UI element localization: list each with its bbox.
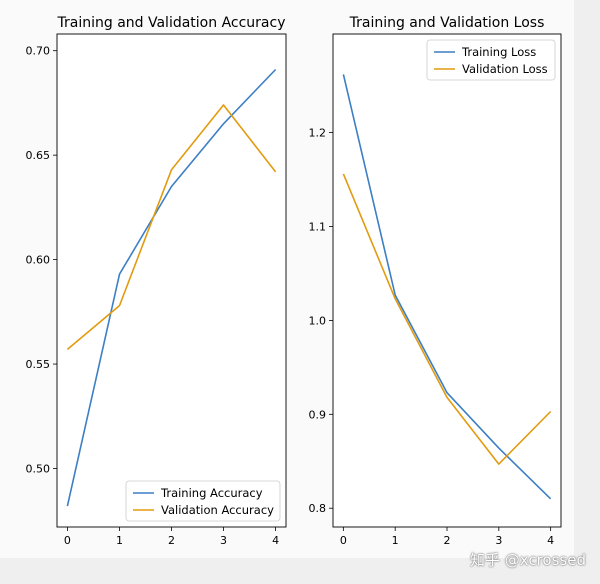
legend-box (125, 480, 281, 522)
y-tick-label: 0.70 (26, 45, 51, 58)
y-tick-label: 0.65 (26, 149, 51, 162)
legend-label: Validation Loss (462, 62, 548, 76)
axes-frame (56, 33, 287, 528)
legend-box (426, 39, 556, 81)
loss-chart: Training and Validation Loss 0 1 2 3 4 0.8 0.9 1… (309, 15, 562, 547)
x-tick-label: 0 (64, 534, 71, 547)
y-tick-label: 0.8 (309, 502, 327, 515)
plot-area (57, 34, 286, 527)
series-line (342, 74, 552, 500)
x-tick-label: 1 (392, 534, 399, 547)
x-tick-label: 1 (116, 534, 123, 547)
y-tick-label: 0.50 (26, 463, 51, 476)
x-tick-label: 0 (340, 534, 347, 547)
x-tick-label: 3 (220, 534, 227, 547)
axes-frame (332, 33, 562, 528)
plot-area (333, 34, 561, 527)
x-tick-label: 2 (444, 534, 451, 547)
y-tick-label: 1.2 (309, 127, 327, 140)
chart-title: Training and Validation Accuracy (57, 15, 286, 31)
legend: Training Accuracy Validation Accuracy (125, 480, 281, 522)
series-line (66, 68, 277, 507)
legend-label: Training Loss (461, 45, 536, 59)
y-tick-label: 0.60 (26, 254, 51, 267)
legend-label: Training Accuracy (160, 486, 263, 500)
x-tick-label: 4 (272, 534, 279, 547)
y-tick-label: 1.0 (309, 314, 327, 327)
y-tick-label: 0.9 (309, 408, 327, 421)
chart-title: Training and Validation Loss (349, 15, 545, 31)
accuracy-chart: Training and Validation Accuracy 0 1 2 3 4 0.5… (26, 15, 287, 547)
x-tick-label: 4 (547, 534, 554, 547)
series-line (342, 173, 552, 465)
y-tick-label: 0.55 (26, 358, 51, 371)
legend-label: Validation Accuracy (161, 503, 274, 517)
watermark: 知乎 @xcrossed (469, 551, 586, 569)
x-tick-label: 3 (495, 534, 502, 547)
legend: Training Loss Validation Loss (426, 39, 556, 81)
series-line (66, 104, 277, 351)
x-tick-label: 2 (168, 534, 175, 547)
y-tick-label: 1.1 (309, 221, 327, 234)
